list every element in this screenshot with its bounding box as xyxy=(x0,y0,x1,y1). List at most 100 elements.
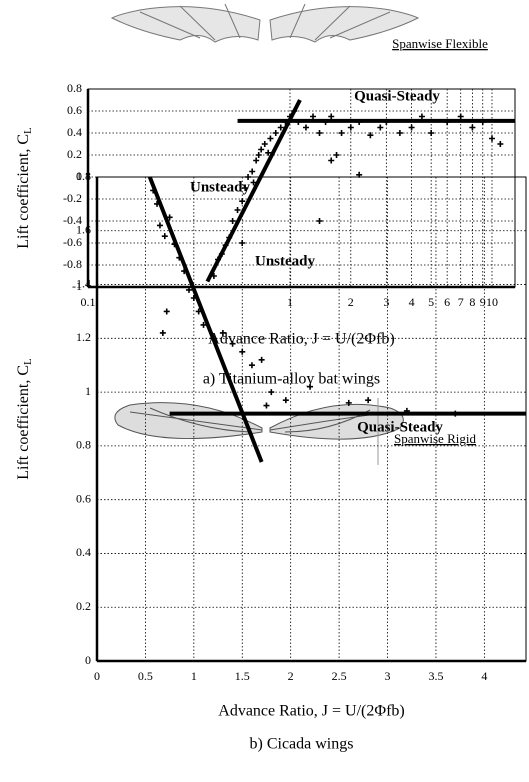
point xyxy=(229,340,236,347)
y-tick-label: 0.4 xyxy=(76,545,91,559)
y-tick-label: -0.8 xyxy=(63,257,82,271)
annotation: Quasi-Steady xyxy=(357,419,443,435)
point xyxy=(234,207,241,213)
point xyxy=(277,124,284,131)
y-axis-label: Lift coefficient, CL xyxy=(15,127,34,249)
y-tick-label: 1 xyxy=(85,384,91,398)
point xyxy=(229,218,236,224)
fit-line xyxy=(205,99,302,283)
x-tick-label: 3 xyxy=(383,295,389,309)
point xyxy=(310,113,317,120)
point xyxy=(219,329,226,336)
point xyxy=(248,362,255,369)
bat-wing-icon xyxy=(110,3,420,43)
y-label-sub: L xyxy=(22,127,34,134)
panel-header: Spanwise Flexible xyxy=(392,36,488,51)
y-tick-label: 0.2 xyxy=(76,599,91,613)
point xyxy=(488,135,495,142)
y-tick-label: 0 xyxy=(85,653,91,667)
y-tick-label: 0.4 xyxy=(67,125,82,139)
point xyxy=(428,130,435,136)
cicada-wing-icon xyxy=(114,402,404,440)
x-tick-label: 0 xyxy=(94,669,100,683)
y-tick-label: -1 xyxy=(72,279,82,293)
y-tick-label: 0 xyxy=(76,169,82,183)
x-tick-label: 4 xyxy=(481,669,487,683)
point xyxy=(249,168,256,175)
point xyxy=(365,397,372,404)
x-tick-label: 0.1 xyxy=(81,295,96,309)
point xyxy=(333,152,340,158)
x-tick-label: 10 xyxy=(486,295,498,309)
x-axis-label: Advance Ratio, J = U/(2Φfb) xyxy=(208,331,394,348)
point xyxy=(302,124,309,131)
point xyxy=(242,185,249,191)
y-label-main: Lift coefficient, C xyxy=(15,134,32,249)
point xyxy=(418,113,425,120)
point xyxy=(239,348,246,355)
annotation: Unsteady xyxy=(190,179,251,195)
point xyxy=(161,233,168,240)
point xyxy=(367,132,374,139)
y-tick-label: 1.4 xyxy=(76,276,91,290)
point xyxy=(377,124,384,131)
caption: b) Cicada wings xyxy=(250,736,354,753)
point xyxy=(156,222,163,229)
y-tick-label: 1.2 xyxy=(76,330,91,344)
x-tick-label: 0.5 xyxy=(138,669,153,683)
point xyxy=(200,321,207,328)
point xyxy=(469,124,476,131)
y-tick-label: -0.2 xyxy=(63,191,82,205)
x-tick-label: 3.5 xyxy=(428,669,443,683)
point xyxy=(258,146,265,153)
point xyxy=(261,141,268,147)
point xyxy=(265,149,272,156)
point xyxy=(267,135,274,142)
x-tick-label: 5 xyxy=(428,295,434,309)
point xyxy=(316,218,323,224)
point xyxy=(282,397,289,404)
point xyxy=(159,329,166,336)
x-tick-label: 1 xyxy=(191,669,197,683)
point xyxy=(268,389,275,396)
point xyxy=(316,130,323,136)
annotation: Quasi-Steady xyxy=(354,88,440,104)
point xyxy=(272,130,279,136)
caption: a) Titanium-alloy bat wings xyxy=(203,371,380,388)
y-tick-label: 0.6 xyxy=(67,103,82,117)
point xyxy=(250,179,257,186)
x-tick-label: 7 xyxy=(458,295,464,309)
y-tick-label: 0.2 xyxy=(67,147,82,161)
x-tick-label: 1.5 xyxy=(235,669,250,683)
point xyxy=(396,130,403,136)
y-tick-label: -0.4 xyxy=(63,213,82,227)
point xyxy=(408,124,415,131)
x-tick-label: 2 xyxy=(288,669,294,683)
point xyxy=(258,356,265,363)
y-tick-label: 0.8 xyxy=(76,438,91,452)
point xyxy=(338,130,345,136)
point xyxy=(457,113,464,120)
point xyxy=(263,402,270,409)
point xyxy=(253,157,260,164)
panel-header: Spanwise Rigid xyxy=(394,431,476,446)
y-label-sub: L xyxy=(22,358,34,365)
point xyxy=(185,286,192,293)
x-axis-label: Advance Ratio, J = U/(2Φfb) xyxy=(218,703,404,720)
point xyxy=(307,383,314,390)
point xyxy=(163,308,170,315)
point xyxy=(328,157,335,164)
y-tick-label: 0.8 xyxy=(67,81,82,95)
point xyxy=(255,152,262,158)
y-tick-label: 1.8 xyxy=(76,169,91,183)
x-tick-label: 1 xyxy=(287,295,293,309)
y-tick-label: -0.6 xyxy=(63,235,82,249)
point xyxy=(328,113,335,120)
x-tick-label: 6 xyxy=(444,295,450,309)
y-axis-label: Lift coefficient, CL xyxy=(15,358,34,480)
point xyxy=(345,399,352,406)
y-tick-label: 0.6 xyxy=(76,491,91,505)
point xyxy=(347,124,354,131)
point xyxy=(497,141,504,147)
